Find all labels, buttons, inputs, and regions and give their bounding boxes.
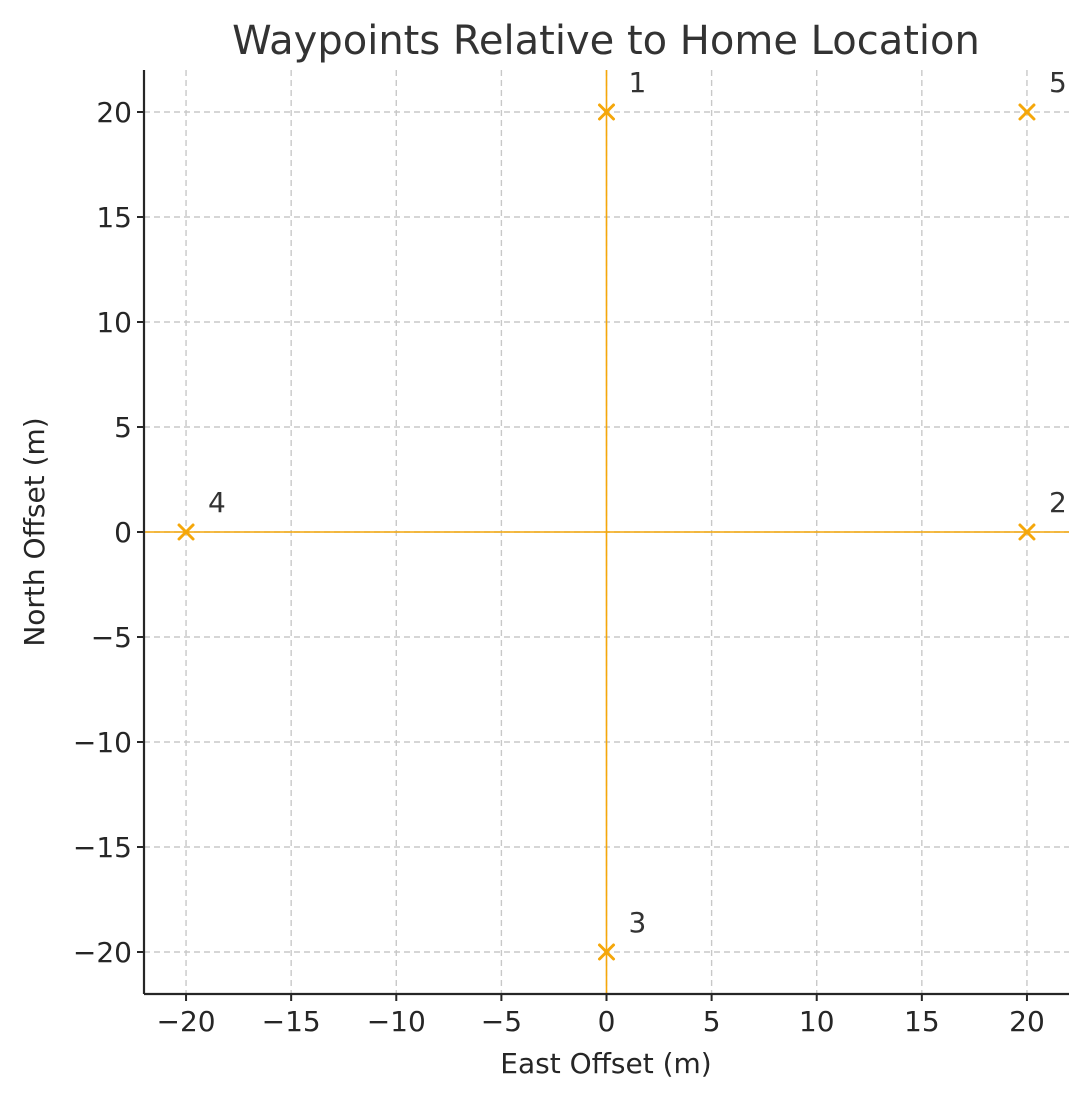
- marker-stroke: [177, 523, 195, 541]
- x-tick-label: −20: [156, 1005, 215, 1038]
- y-tick-label: −15: [73, 831, 132, 864]
- waypoint-marker: [177, 523, 195, 541]
- marker-stroke: [598, 943, 615, 961]
- y-tick-label: 5: [114, 411, 132, 444]
- x-tick-label: 0: [598, 1005, 616, 1038]
- x-tick-label: −5: [481, 1005, 522, 1038]
- waypoint-marker: [598, 943, 615, 961]
- waypoint-label: 2: [1049, 486, 1067, 519]
- x-axis-ticks: −20 −15 −10 −5 0 5 10 15 20: [156, 994, 1045, 1038]
- y-tick-label: 10: [96, 306, 132, 339]
- marker-stroke: [1018, 103, 1036, 121]
- x-axis-label: East Offset (m): [500, 1047, 711, 1080]
- x-tick-label: −15: [262, 1005, 321, 1038]
- y-axis-label: North Offset (m): [18, 417, 51, 646]
- chart-title: Waypoints Relative to Home Location: [232, 18, 980, 64]
- waypoint-marker: [598, 103, 615, 121]
- waypoint-marker: [1018, 523, 1036, 541]
- x-tick-label: 5: [703, 1005, 721, 1038]
- y-tick-label: 20: [96, 96, 132, 129]
- y-tick-label: 15: [96, 201, 132, 234]
- marker-stroke: [1018, 523, 1036, 541]
- x-tick-label: 20: [1009, 1005, 1045, 1038]
- y-tick-label: −20: [73, 936, 132, 969]
- y-tick-label: 0: [114, 516, 132, 549]
- x-tick-label: −10: [367, 1005, 426, 1038]
- y-axis-ticks: −20 −15 −10 −5 0 5 10 15 20: [73, 96, 144, 969]
- waypoint-marker: [1018, 103, 1036, 121]
- x-tick-label: 10: [799, 1005, 835, 1038]
- x-tick-label: 15: [904, 1005, 940, 1038]
- y-tick-label: −10: [73, 726, 132, 759]
- data-points: 1 2 3 4 5: [177, 66, 1067, 961]
- waypoint-label: 1: [629, 66, 647, 99]
- y-tick-label: −5: [91, 621, 132, 654]
- marker-stroke: [598, 103, 615, 121]
- waypoint-label: 5: [1049, 66, 1067, 99]
- waypoint-label: 3: [629, 906, 647, 939]
- waypoint-label: 4: [208, 486, 226, 519]
- reference-lines: [144, 70, 1069, 994]
